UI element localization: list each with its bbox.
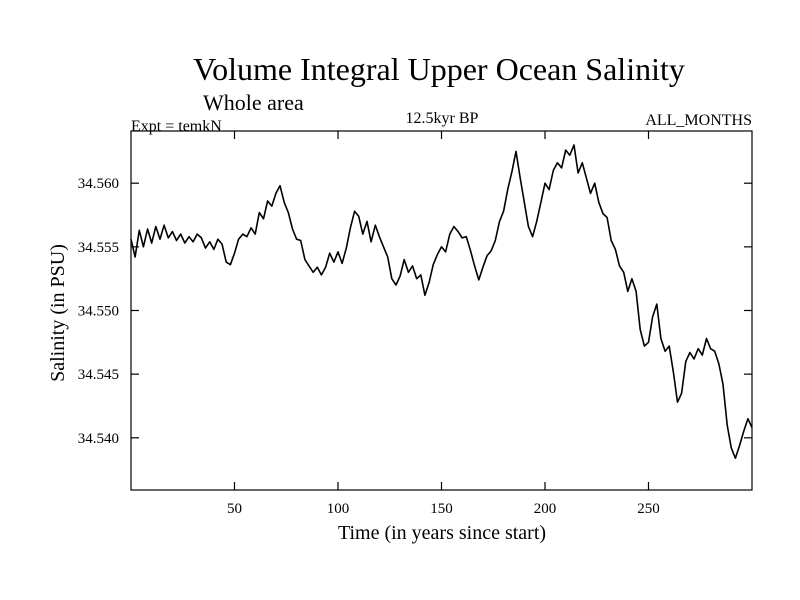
y-tick-label: 34.545 xyxy=(78,367,119,383)
x-tick-label: 200 xyxy=(534,501,557,517)
axis-tick-labels: 50 100 150 200 250 34.540 34.545 34.550 34.555 34… xyxy=(78,176,660,517)
chart-title: Volume Integral Upper Ocean Salinity xyxy=(193,51,685,87)
experiment-label: Expt = temkN xyxy=(131,118,222,135)
y-axis-label: Salinity (in PSU) xyxy=(47,244,69,382)
y-tick-label: 34.555 xyxy=(78,240,119,256)
axis-ticks xyxy=(131,131,752,490)
x-tick-label: 50 xyxy=(227,501,242,517)
x-tick-label: 150 xyxy=(430,501,453,517)
x-tick-label: 100 xyxy=(327,501,350,517)
chart-subtitle: Whole area xyxy=(203,90,304,115)
plot-frame xyxy=(130,130,753,491)
months-label: ALL_MONTHS xyxy=(645,112,752,129)
x-axis-label: Time (in years since start) xyxy=(338,522,546,544)
y-tick-label: 34.560 xyxy=(78,176,119,192)
salinity-series-line xyxy=(130,144,753,459)
y-tick-label: 34.550 xyxy=(78,304,119,320)
period-label: 12.5kyr BP xyxy=(406,110,479,127)
y-tick-label: 34.540 xyxy=(78,431,119,447)
x-tick-label: 250 xyxy=(637,501,660,517)
